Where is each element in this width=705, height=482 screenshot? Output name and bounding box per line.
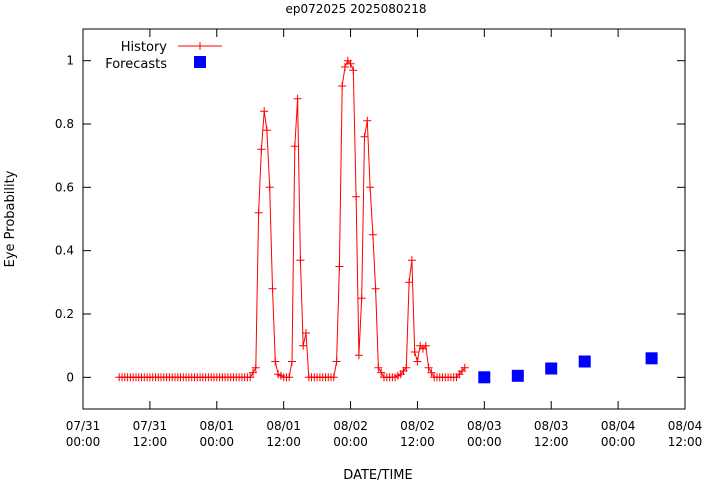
x-tick-label-time: 00:00 xyxy=(467,435,502,449)
y-tick-label: 0.4 xyxy=(55,244,74,258)
history-point xyxy=(407,256,416,265)
history-point xyxy=(249,368,257,377)
history-point xyxy=(357,294,366,303)
history-point xyxy=(260,107,269,116)
x-tick-label-time: 12:00 xyxy=(400,435,435,449)
legend: History Forecasts xyxy=(105,40,222,72)
chart-title: ep072025 2025080218 xyxy=(286,2,427,16)
y-tick-label: 0.8 xyxy=(55,117,74,131)
history-point xyxy=(360,132,369,141)
history-point xyxy=(335,262,344,271)
history-point xyxy=(371,284,380,293)
history-point xyxy=(251,363,260,372)
history-point xyxy=(268,284,277,293)
history-point xyxy=(338,82,347,90)
history-point xyxy=(341,63,349,71)
history-point xyxy=(285,373,294,382)
history-point xyxy=(332,357,341,366)
history-point xyxy=(421,341,430,350)
history-point xyxy=(374,363,383,372)
x-tick-label-time: 00:00 xyxy=(199,435,234,449)
legend-marker-forecasts xyxy=(194,56,206,68)
history-point xyxy=(460,363,469,372)
x-axis: 07/31 00:00 07/31 12:00 08/01 00:00 08/01 12:00… xyxy=(66,29,703,449)
x-tick-label-date: 08/04 xyxy=(601,419,636,433)
x-tick-label-date: 08/02 xyxy=(333,419,368,433)
x-tick-label-time: 00:00 xyxy=(601,435,636,449)
history-point xyxy=(368,230,377,239)
x-tick-label-time: 00:00 xyxy=(66,435,101,449)
history-point xyxy=(349,66,358,75)
history-point xyxy=(424,363,433,372)
x-tick-label-time: 12:00 xyxy=(266,435,301,449)
history-point xyxy=(246,373,255,382)
x-axis-label: DATE/TIME xyxy=(343,468,412,482)
x-tick-label-time: 12:00 xyxy=(534,435,569,449)
x-tick-label-date: 08/02 xyxy=(400,419,435,433)
x-tick-label-date: 08/03 xyxy=(467,419,502,433)
history-point xyxy=(413,357,422,366)
legend-marker-history xyxy=(196,42,204,50)
history-point xyxy=(265,183,274,192)
forecast-series xyxy=(478,352,658,384)
history-point xyxy=(293,94,302,103)
history-point xyxy=(346,59,355,68)
forecast-point xyxy=(545,362,558,375)
history-point xyxy=(288,357,296,366)
history-point xyxy=(296,256,305,265)
y-tick-label: 0.6 xyxy=(55,180,74,194)
x-tick-label-date: 08/01 xyxy=(266,419,301,433)
y-tick-label: 0 xyxy=(66,370,74,384)
history-point xyxy=(363,116,372,125)
forecast-point xyxy=(578,355,591,368)
x-tick-label-time: 12:00 xyxy=(668,435,703,449)
x-tick-label-date: 08/01 xyxy=(199,419,234,433)
forecast-point xyxy=(645,352,658,365)
history-point xyxy=(427,368,436,377)
history-point xyxy=(302,329,310,337)
history-point xyxy=(377,368,386,377)
history-point xyxy=(405,278,414,287)
history-point xyxy=(329,373,338,382)
history-point xyxy=(410,348,419,356)
history-point xyxy=(352,192,361,201)
forecast-point xyxy=(478,371,491,384)
history-point xyxy=(254,208,263,217)
x-tick-label-date: 07/31 xyxy=(133,419,168,433)
history-point xyxy=(402,363,411,372)
x-tick-label-time: 00:00 xyxy=(333,435,368,449)
y-axis: 0 0.2 0.4 0.6 0.8 1 xyxy=(55,54,685,384)
x-tick-label-time: 12:00 xyxy=(133,435,168,449)
y-tick-label: 1 xyxy=(66,54,74,68)
history-series xyxy=(115,56,469,382)
history-point xyxy=(366,183,375,192)
y-tick-label: 0.2 xyxy=(55,307,74,321)
y-axis-label: Eye Probability xyxy=(3,170,18,267)
history-point xyxy=(271,357,280,366)
history-point xyxy=(290,142,299,151)
history-point xyxy=(354,351,363,360)
history-point xyxy=(262,126,271,135)
history-point xyxy=(257,145,266,154)
history-line xyxy=(119,59,466,378)
x-tick-label-date: 07/31 xyxy=(66,419,101,433)
legend-label-history: History xyxy=(121,40,168,55)
history-point xyxy=(299,341,308,350)
x-tick-label-date: 08/04 xyxy=(668,419,703,433)
plot-frame xyxy=(82,28,686,410)
forecast-point xyxy=(511,369,524,382)
x-tick-label-date: 08/03 xyxy=(534,419,569,433)
legend-label-forecasts: Forecasts xyxy=(105,57,167,72)
